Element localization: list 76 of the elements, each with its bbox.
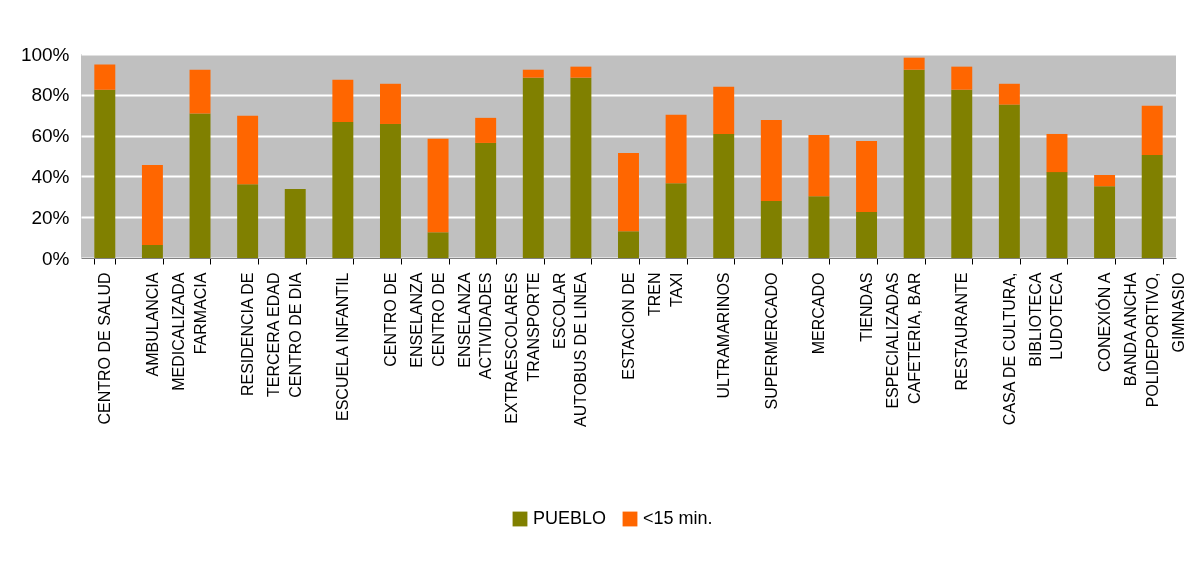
x-tick-label: TIENDAS ESPECIALIZADAS xyxy=(858,272,902,409)
y-tick-label: 40% xyxy=(31,165,70,187)
y-tick-label: 20% xyxy=(31,206,70,228)
bar xyxy=(1046,172,1068,258)
bar xyxy=(951,66,973,90)
x-tick-label: ESTACION DE TREN xyxy=(620,272,663,380)
x-tick-label: CENTRO DE DIA xyxy=(286,272,304,398)
bar xyxy=(618,152,639,232)
x-tick-label: AUTOBUS DE LINEA xyxy=(572,272,590,427)
x-tick-label: CASA DE CULTURA, BIBLIOTECA xyxy=(1000,272,1044,426)
x-tick-label: CENTRO DE ENSELANZA xyxy=(429,272,473,368)
bar xyxy=(427,138,449,233)
x-tick-label: CAFETERIA, BAR xyxy=(905,272,923,405)
bar xyxy=(284,189,306,258)
x-tick-label: POLIDEPORTIVO, GIMNASIO xyxy=(1143,272,1187,408)
bar xyxy=(427,232,449,258)
bar xyxy=(379,83,401,124)
bar xyxy=(713,86,735,134)
y-tick-label: 60% xyxy=(31,125,70,147)
legend-label: PUEBLO xyxy=(533,508,607,528)
bar xyxy=(94,64,116,90)
x-tick-label: ULTRAMARINOS xyxy=(715,272,733,399)
bar xyxy=(522,69,544,78)
x-tick-label: ACTIVIDADES EXTRAESCOLARES xyxy=(477,272,521,424)
x-tick-label: SUPERMERCADO xyxy=(762,272,780,410)
bar xyxy=(94,89,116,258)
bar xyxy=(237,115,259,185)
x-tick-label: TAXI xyxy=(667,272,685,307)
y-tick-label: 100% xyxy=(20,43,70,65)
bar xyxy=(713,133,735,258)
bar xyxy=(1046,133,1068,173)
x-tick-label: CENTRO DE ENSELANZA xyxy=(381,272,425,368)
bar xyxy=(141,164,163,245)
bar xyxy=(189,69,211,114)
bar xyxy=(475,117,497,143)
x-tick-label: CONEXIÓN A BANDA ANCHA xyxy=(1095,272,1140,387)
bar xyxy=(665,183,687,258)
y-tick-label: 80% xyxy=(31,84,70,106)
bar xyxy=(237,184,259,258)
bar xyxy=(332,79,354,122)
bar xyxy=(808,134,830,197)
bar xyxy=(189,113,211,258)
x-tick-label: CENTRO DE SALUD xyxy=(96,272,114,425)
bar xyxy=(998,83,1020,105)
bar xyxy=(1141,154,1163,258)
bar xyxy=(903,69,925,258)
bar xyxy=(760,201,782,258)
bar xyxy=(141,244,163,258)
bar xyxy=(808,196,830,258)
y-tick-label: 0% xyxy=(42,247,70,269)
x-tick-label: FARMACIA xyxy=(191,272,209,355)
bar xyxy=(903,57,925,70)
bar xyxy=(1094,174,1116,187)
bar xyxy=(665,114,687,184)
bar xyxy=(1141,105,1163,155)
bar xyxy=(570,66,592,78)
bar xyxy=(856,140,878,213)
bar xyxy=(1094,186,1116,258)
bar xyxy=(618,231,639,258)
bar xyxy=(570,77,592,258)
x-tick-label: LUDOTECA xyxy=(1048,272,1066,360)
x-tick-label: AMBULANCIA MEDICALIZADA xyxy=(143,272,187,391)
x-tick-label: ESCUELA INFANTIL xyxy=(334,272,352,421)
x-tick-label: RESIDENCIA DE TERCERA EDAD xyxy=(239,272,283,397)
bar xyxy=(522,77,544,258)
bar xyxy=(332,121,354,258)
bar xyxy=(856,212,878,258)
bar xyxy=(998,104,1020,258)
x-tick-label: RESTAURANTE xyxy=(953,272,971,391)
legend-label: <15 min. xyxy=(643,508,713,528)
bar xyxy=(951,89,973,258)
bar xyxy=(475,142,497,258)
bar xyxy=(760,119,782,202)
x-tick-label: MERCADO xyxy=(810,272,828,355)
bar xyxy=(379,123,401,258)
x-tick-label: TRANSPORTE ESCOLAR xyxy=(524,272,568,382)
